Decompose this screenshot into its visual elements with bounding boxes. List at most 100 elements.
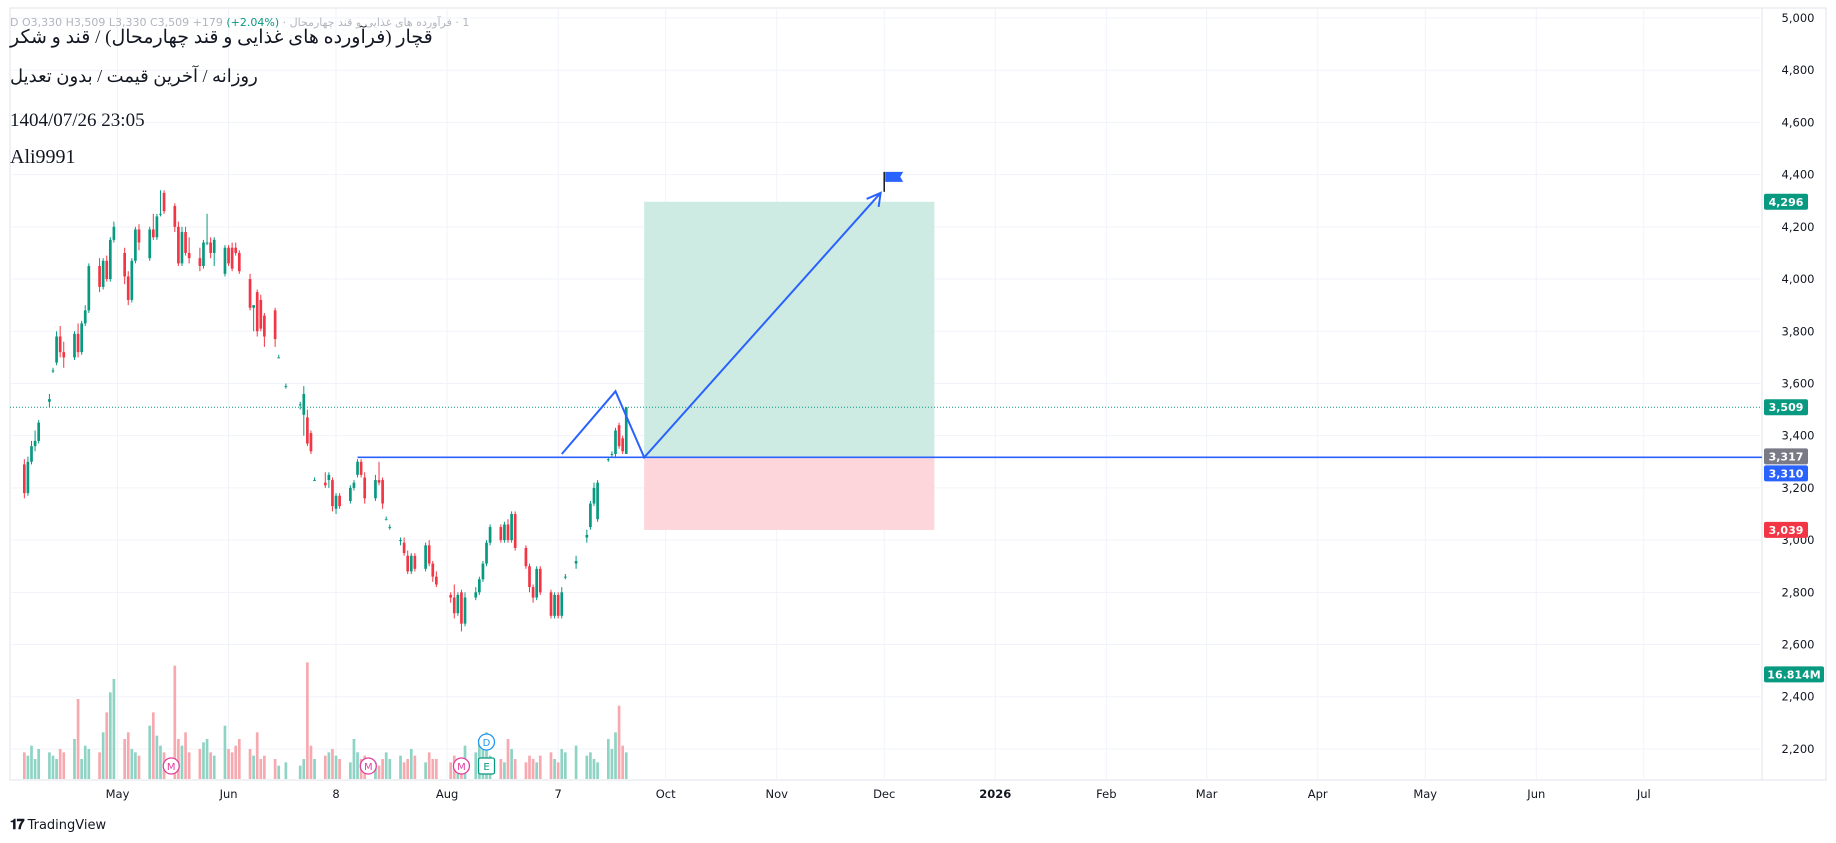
candle-body <box>531 587 535 598</box>
candle-body <box>259 299 263 329</box>
candle-body <box>134 229 137 261</box>
candle-body <box>76 333 80 353</box>
volume-bar <box>560 749 564 779</box>
volume-bar <box>535 762 539 779</box>
volume-bar <box>263 755 266 779</box>
volume-label-bg <box>1764 666 1824 683</box>
y-tick-label: 4,400 <box>1782 168 1815 182</box>
candle-body <box>323 482 327 486</box>
volume-bar <box>248 749 252 779</box>
volume-bar <box>298 765 302 779</box>
volume-bar <box>58 749 62 779</box>
candle-body <box>549 592 553 616</box>
candle-body <box>449 594 453 598</box>
volume-bar <box>112 679 116 779</box>
price-label: 3,509 <box>1769 401 1804 414</box>
volume-bar <box>98 752 101 779</box>
volume-bar <box>506 739 510 779</box>
candle-body <box>58 336 62 353</box>
volume-bar <box>26 755 30 779</box>
price-label-bg <box>1764 193 1808 210</box>
candle-body <box>252 305 255 308</box>
x-tick-label: Apr <box>1308 787 1328 801</box>
candle-body <box>374 480 377 499</box>
volume-bar <box>284 762 288 779</box>
volume-bar <box>596 762 599 779</box>
candle-body <box>173 205 177 227</box>
candle-body <box>26 461 30 494</box>
dividend-marker-icon: M <box>162 757 180 775</box>
x-tick-label: Jun <box>219 787 238 801</box>
price-label: 3,310 <box>1769 467 1804 480</box>
volume-bar <box>388 759 392 779</box>
candle-body <box>148 229 152 259</box>
tradingview-brand[interactable]: 𝟏𝟕 TradingView <box>10 817 106 833</box>
candle-body <box>151 229 155 238</box>
volume-bar <box>524 762 528 779</box>
volume-bar <box>528 755 531 779</box>
candle-body <box>478 579 481 593</box>
candle-body <box>499 527 503 541</box>
candle-body <box>230 247 234 269</box>
volume-bar <box>427 752 431 779</box>
volume-bar <box>435 759 438 779</box>
candle-body <box>456 594 460 614</box>
candle-body <box>309 433 313 452</box>
candle-body <box>105 260 109 280</box>
x-tick-label: Feb <box>1096 787 1116 801</box>
chart-datetime: 1404/07/26 23:05 <box>10 110 145 131</box>
dividend-blue-marker-icon: D <box>477 733 496 751</box>
volume-bar <box>180 745 184 779</box>
candle-body <box>488 527 492 543</box>
y-tick-label: 3,800 <box>1782 324 1815 338</box>
candle-body <box>506 524 510 541</box>
volume-bar <box>55 759 58 779</box>
marker-label: D <box>483 738 491 749</box>
candle-body <box>302 393 306 415</box>
volume-bar <box>556 762 560 779</box>
volume-bar <box>531 759 535 779</box>
volume-bar <box>177 739 180 779</box>
volume-bar <box>589 752 592 779</box>
candle-body <box>474 592 478 598</box>
y-tick-label: 5,000 <box>1782 11 1815 25</box>
volume-bar <box>202 742 205 779</box>
candle-body <box>80 323 83 353</box>
volume-bar <box>381 759 384 779</box>
volume-bar <box>384 752 388 779</box>
candle-body <box>108 239 112 280</box>
x-tick-label: Nov <box>765 787 788 801</box>
volume-bar <box>356 752 359 779</box>
y-tick-label: 4,200 <box>1782 220 1815 234</box>
candle-body <box>556 594 560 616</box>
volume-bar <box>105 712 109 779</box>
candle-body <box>409 555 413 572</box>
tradingview-logo-icon: 𝟏𝟕 <box>10 817 25 833</box>
marker-shape <box>162 757 180 775</box>
volume-bar <box>474 752 478 779</box>
ohlc-values: 1 · فرآورده های غذایی و قند چهارمحال · D… <box>10 16 470 29</box>
volume-bar <box>108 692 112 779</box>
candle-body <box>402 542 406 554</box>
volume-bar <box>205 739 209 779</box>
candle-body <box>513 514 517 548</box>
volume-bar <box>198 749 202 779</box>
projection-arrowhead <box>866 191 882 208</box>
volume-bar <box>399 755 402 779</box>
volume-bar <box>574 745 578 779</box>
candle-body <box>503 524 506 541</box>
candle-body <box>30 446 33 462</box>
candle-body <box>184 232 187 253</box>
volume-bar <box>406 759 410 779</box>
price-label: 3,317 <box>1769 450 1804 463</box>
volume-bar <box>553 759 556 779</box>
volume-bar <box>513 759 517 779</box>
candle-body <box>223 247 227 274</box>
y-tick-label: 4,800 <box>1782 63 1815 77</box>
volume-bar <box>234 745 238 779</box>
candle-body <box>589 503 592 528</box>
volume-bar <box>499 759 503 779</box>
volume-bar <box>309 745 313 779</box>
candle-body <box>606 459 610 461</box>
